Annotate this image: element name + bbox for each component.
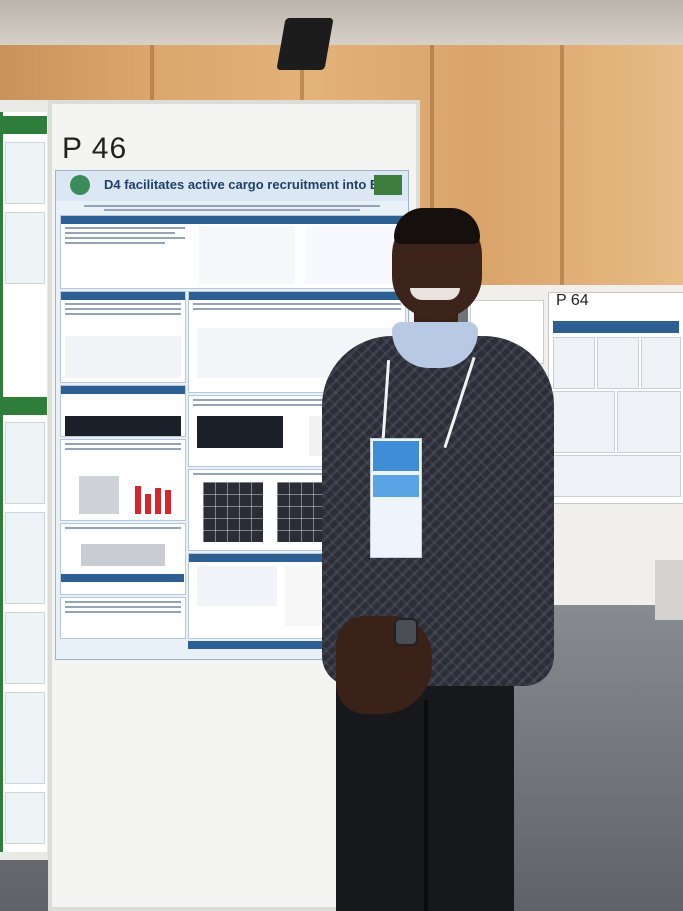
poster-title: D4 facilitates active cargo recruitment … (104, 177, 388, 192)
gel-image (81, 544, 165, 566)
badge-header (373, 441, 419, 471)
ceiling-spotlight (276, 18, 334, 70)
name-badge (370, 438, 422, 558)
poster-number: P 46 (62, 132, 128, 165)
intro-section (60, 291, 186, 383)
conclusion-header (61, 574, 184, 582)
right-poster-title-bar (553, 321, 679, 333)
right-poster-cell (553, 391, 615, 453)
poster-title-bar (56, 171, 408, 201)
results1-section (60, 385, 186, 437)
smile (410, 288, 460, 300)
right-poster-cell (617, 391, 681, 453)
ceiling (0, 0, 683, 45)
left-poster-block (5, 212, 45, 284)
delivery-diagram (197, 566, 277, 606)
left-poster-block (5, 512, 45, 604)
wristwatch-icon (394, 618, 418, 646)
microscopy-image (65, 416, 181, 436)
left-poster-block (5, 792, 45, 844)
acknowledgements-header (188, 641, 404, 649)
left-poster-header (3, 116, 47, 134)
poster-logo-icon (70, 175, 90, 195)
poster-number-right: P 64 (556, 292, 589, 309)
university-logo-icon (374, 175, 402, 195)
left-poster (0, 112, 47, 852)
intro-figure (65, 336, 181, 378)
right-poster-cell (553, 455, 681, 497)
bar-chart (131, 476, 177, 514)
section-header (61, 216, 405, 224)
left-poster-block (5, 142, 45, 204)
poster-authors (64, 203, 400, 213)
japanese-summary (305, 226, 401, 284)
tagrfp-section (60, 439, 186, 521)
right-poster-cell (597, 337, 639, 389)
right-poster-cell (641, 337, 681, 389)
d4-cargo-section (60, 523, 186, 595)
left-poster-block (5, 692, 45, 784)
wall-seam (560, 45, 564, 300)
colocalization-image (203, 482, 263, 542)
left-poster-block (5, 612, 45, 684)
left-poster-block (5, 422, 45, 504)
right-poster (548, 292, 683, 504)
uptake-microscopy (197, 416, 283, 448)
western-blot (79, 476, 119, 514)
highlights-section (60, 215, 406, 289)
right-poster-cell (553, 337, 595, 389)
wall-seam (430, 45, 434, 300)
shirt-collar (392, 322, 478, 368)
board-stand (655, 560, 683, 620)
schematic-diagram (199, 226, 295, 284)
trouser-seam (424, 700, 428, 911)
left-poster-header (3, 397, 47, 415)
hair (394, 208, 480, 244)
badge-strip (373, 475, 419, 497)
references-section (60, 597, 186, 639)
